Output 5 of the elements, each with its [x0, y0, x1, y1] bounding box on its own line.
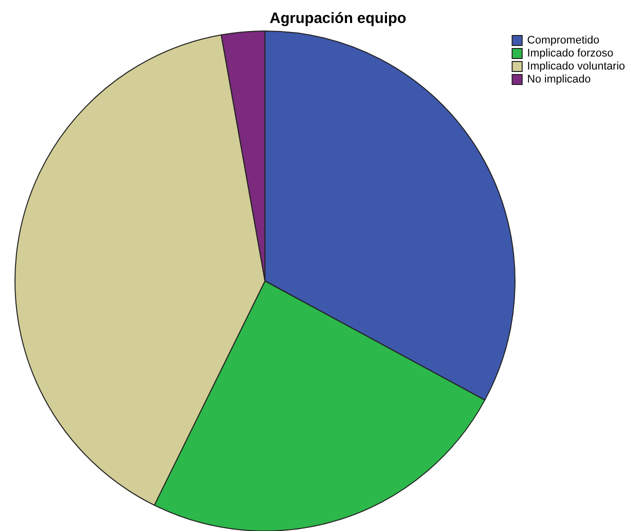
- legend-label: No implicado: [527, 74, 591, 86]
- chart-title: Agrupación equipo: [270, 10, 406, 27]
- legend-label: Implicado voluntario: [527, 60, 626, 72]
- legend-label: Comprometido: [527, 34, 600, 46]
- legend-label: Implicado forzoso: [527, 48, 614, 60]
